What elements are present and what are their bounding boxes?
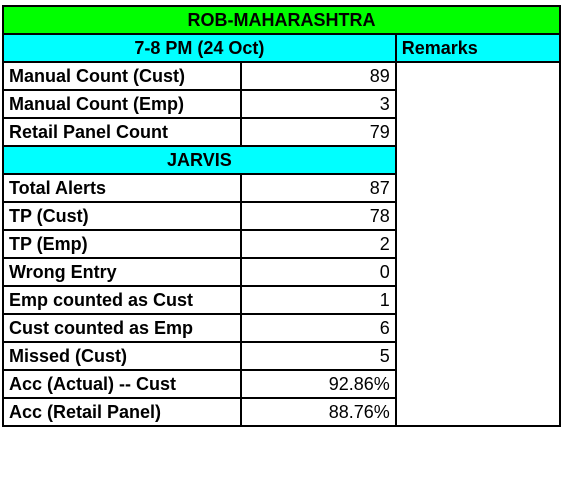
row-value[interactable]: 79: [239, 117, 397, 147]
row-value[interactable]: 89: [239, 61, 397, 91]
section-header-row: JARVIS: [2, 145, 560, 175]
table-row: Wrong Entry 0: [2, 257, 560, 287]
row-label[interactable]: Missed (Cust): [2, 341, 242, 371]
time-header-row: 7-8 PM (24 Oct) Remarks: [2, 33, 561, 63]
row-label[interactable]: Retail Panel Count: [2, 117, 242, 147]
row-value[interactable]: 88.76%: [239, 397, 397, 427]
row-label[interactable]: Emp counted as Cust: [2, 285, 242, 315]
table-row: Emp counted as Cust 1: [2, 285, 560, 315]
row-label[interactable]: TP (Emp): [2, 229, 242, 259]
row-label[interactable]: TP (Cust): [2, 201, 242, 231]
remarks-header[interactable]: Remarks: [394, 33, 561, 63]
table-row: Missed (Cust) 5: [2, 341, 560, 371]
title-row: ROB-MAHARASHTRA: [2, 5, 561, 35]
row-label[interactable]: Total Alerts: [2, 173, 242, 203]
row-label[interactable]: Wrong Entry: [2, 257, 242, 287]
row-value[interactable]: 2: [239, 229, 397, 259]
remarks-cell[interactable]: [394, 61, 561, 427]
table-row: Retail Panel Count 79: [2, 117, 560, 147]
row-value[interactable]: 87: [239, 173, 397, 203]
table-row: Cust counted as Emp 6: [2, 313, 560, 343]
table-row: Manual Count (Cust) 89: [2, 61, 561, 427]
row-value[interactable]: 6: [239, 313, 397, 343]
row-value[interactable]: 1: [239, 285, 397, 315]
row-value[interactable]: 78: [239, 201, 397, 231]
row-value[interactable]: 92.86%: [239, 369, 397, 399]
row-value[interactable]: 3: [239, 89, 397, 119]
row-value[interactable]: 0: [239, 257, 397, 287]
row-label[interactable]: Cust counted as Emp: [2, 313, 242, 343]
table-row: Acc (Retail Panel) 88.76%: [2, 397, 560, 427]
table-row: Acc (Actual) -- Cust 92.86%: [2, 369, 560, 399]
row-label[interactable]: Manual Count (Emp): [2, 89, 242, 119]
table-row: Total Alerts 87: [2, 173, 560, 203]
row-label[interactable]: Acc (Retail Panel): [2, 397, 242, 427]
jarvis-section-header[interactable]: JARVIS: [2, 145, 397, 175]
time-period-header[interactable]: 7-8 PM (24 Oct): [2, 33, 397, 63]
table-row: TP (Emp) 2: [2, 229, 560, 259]
report-table: ROB-MAHARASHTRA 7-8 PM (24 Oct) Remarks …: [2, 5, 561, 427]
table-row: Manual Count (Emp) 3: [2, 89, 560, 119]
row-value[interactable]: 5: [239, 341, 397, 371]
report-title[interactable]: ROB-MAHARASHTRA: [2, 5, 561, 35]
row-label[interactable]: Manual Count (Cust): [2, 61, 242, 91]
row-label[interactable]: Acc (Actual) -- Cust: [2, 369, 242, 399]
table-row: TP (Cust) 78: [2, 201, 560, 231]
